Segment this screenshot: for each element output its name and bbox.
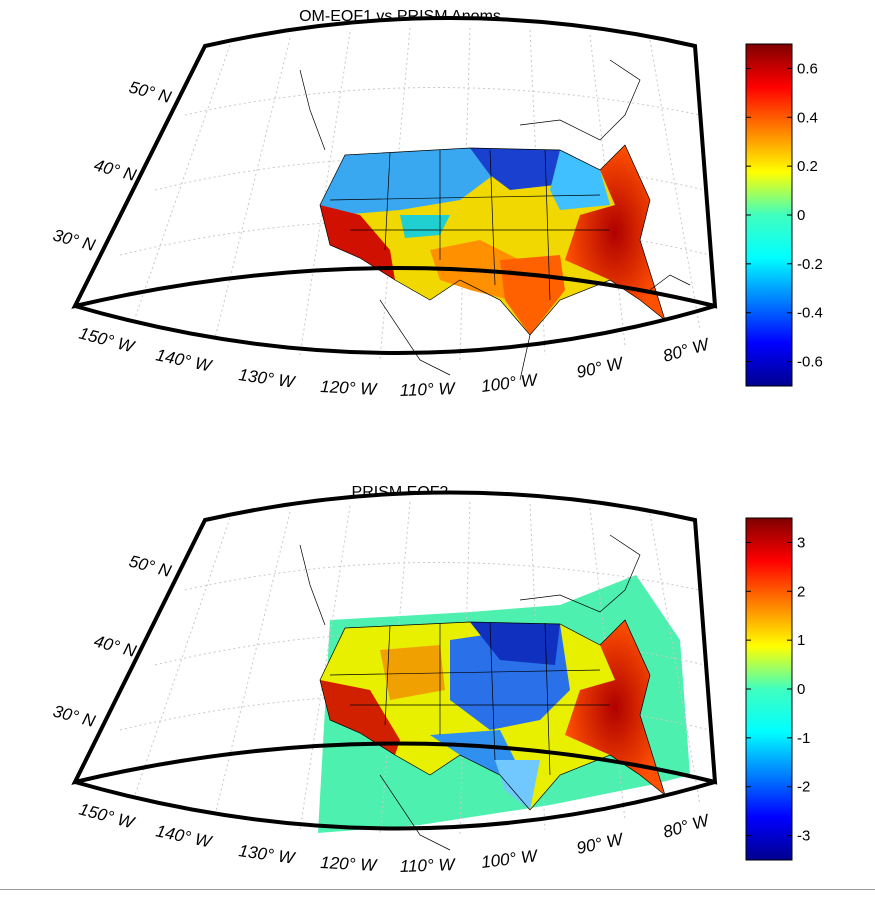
lat-label-40: 40° N bbox=[92, 156, 139, 186]
colorbar-tick-label: -3 bbox=[797, 828, 810, 845]
lon-label-150-p2: 150° W bbox=[77, 800, 138, 833]
lon-label-100-p2: 100° W bbox=[480, 846, 540, 872]
colorbar-tick-label: 0.4 bbox=[797, 109, 818, 126]
panel1-colorbar: 0.6 0.4 0.2 0 -0.2 -0.4 -0.6 bbox=[745, 43, 823, 387]
lon-label-90: 90° W bbox=[575, 353, 626, 382]
colorbar-tick-label: 3 bbox=[797, 534, 805, 551]
frame-outline bbox=[71, 16, 718, 309]
colorbar-tick-label: -2 bbox=[797, 779, 810, 796]
lon-label-120: 120° W bbox=[320, 377, 379, 399]
panel1-map bbox=[71, 16, 718, 381]
colorbar-tick-label: -0.6 bbox=[797, 354, 823, 371]
panel2-colorbar: 3 2 1 0 -1 -2 -3 bbox=[745, 517, 810, 861]
lat-label-50: 50° N bbox=[127, 78, 174, 108]
lon-label-110: 110° W bbox=[399, 379, 456, 400]
panel2-map bbox=[71, 490, 718, 851]
lon-label-140: 140° W bbox=[154, 345, 215, 376]
colorbar-tick-label: 0.6 bbox=[797, 60, 818, 77]
lon-label-150: 150° W bbox=[77, 324, 138, 357]
lat-label-30: 30° N bbox=[51, 226, 98, 256]
lon-label-120-p2: 120° W bbox=[320, 853, 379, 875]
colorbar-tick-label: 2 bbox=[797, 583, 805, 600]
lon-label-130-p2: 130° W bbox=[237, 841, 297, 868]
colorbar-tick-label: 0 bbox=[797, 681, 805, 698]
us-anomaly-field bbox=[320, 145, 665, 335]
bottom-rule bbox=[0, 889, 875, 890]
colorbar-tick-label: -0.4 bbox=[797, 305, 823, 322]
colorbar-tick-label: 1 bbox=[797, 632, 805, 649]
lon-label-90-p2: 90° W bbox=[575, 829, 626, 858]
colorbar-tick-label: -0.2 bbox=[797, 256, 823, 273]
lat-label-50-p2: 50° N bbox=[127, 552, 174, 582]
lon-label-140-p2: 140° W bbox=[154, 821, 215, 852]
lon-label-80: 80° W bbox=[661, 334, 713, 366]
frame-outline bbox=[71, 490, 718, 785]
lat-label-30-p2: 30° N bbox=[51, 702, 98, 732]
borders bbox=[299, 534, 666, 851]
borders bbox=[299, 59, 691, 381]
lon-label-130: 130° W bbox=[237, 365, 297, 392]
lon-label-80-p2: 80° W bbox=[661, 810, 713, 842]
lon-label-110-p2: 110° W bbox=[399, 855, 456, 876]
lat-label-40-p2: 40° N bbox=[92, 632, 139, 662]
us-eof-field bbox=[320, 620, 665, 810]
colorbar-tick-label: -1 bbox=[797, 730, 810, 747]
colorbar-tick-label: 0 bbox=[797, 207, 805, 224]
colorbar-tick-label: 0.2 bbox=[797, 158, 818, 175]
lon-label-100: 100° W bbox=[480, 370, 540, 396]
